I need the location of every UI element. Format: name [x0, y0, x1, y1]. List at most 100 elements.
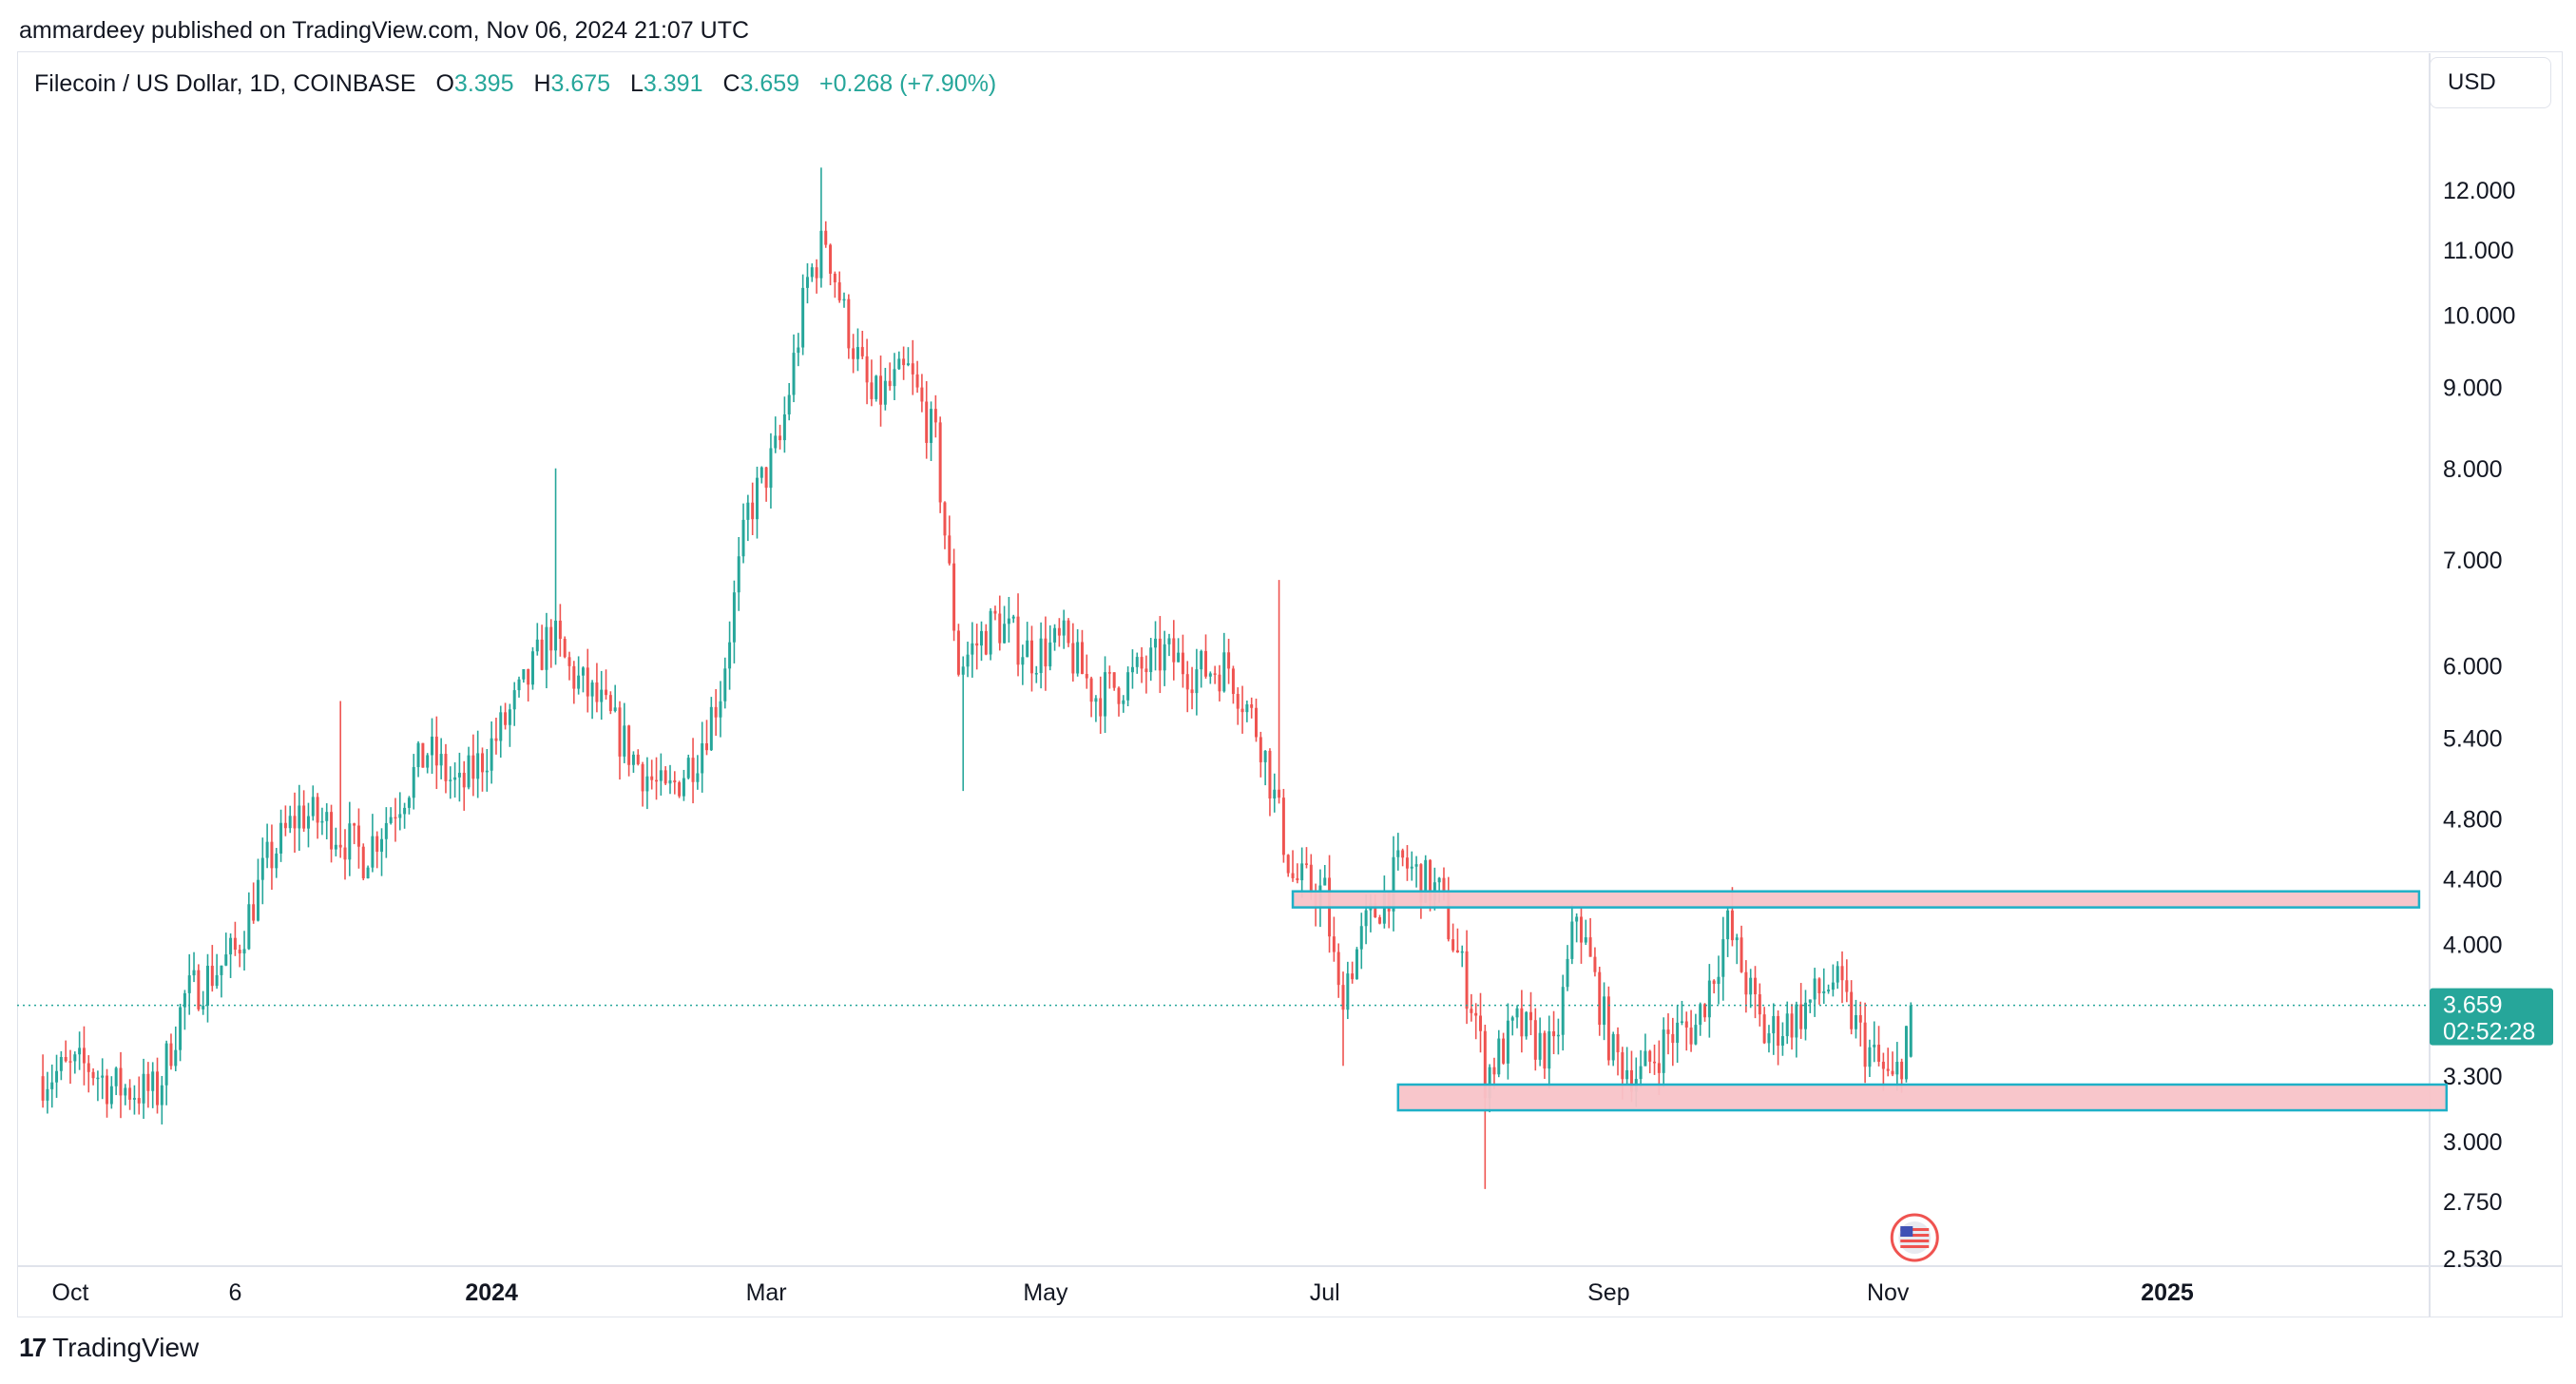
- countdown-text: 02:52:28: [2443, 1019, 2535, 1046]
- candle-body: [55, 1070, 59, 1083]
- candle-body: [164, 1043, 168, 1086]
- candle-body: [197, 970, 201, 1009]
- candle-body: [1034, 673, 1038, 675]
- y-tick-label: 6.000: [2443, 654, 2503, 681]
- candle-body: [73, 1054, 77, 1062]
- candle-body: [842, 298, 846, 301]
- candle-body: [792, 353, 796, 395]
- candle-body: [1740, 937, 1743, 972]
- candle-body: [192, 970, 196, 976]
- candle-body: [1827, 990, 1831, 991]
- zone-support[interactable]: [1396, 1083, 2449, 1112]
- currency-button[interactable]: USD: [2430, 57, 2551, 108]
- candle-body: [59, 1057, 63, 1071]
- open-label: O: [435, 70, 454, 97]
- candle-body: [183, 992, 186, 1008]
- candle-body: [755, 477, 759, 520]
- candle-body: [1240, 708, 1244, 713]
- candle-body: [1346, 973, 1350, 1010]
- candle-body: [1515, 1008, 1519, 1018]
- candle-body: [325, 812, 329, 821]
- candle-body: [631, 754, 635, 765]
- y-tick-label: 3.000: [2443, 1129, 2503, 1156]
- candle-body: [1648, 1050, 1652, 1062]
- candle-body: [980, 630, 983, 646]
- candle-body: [627, 725, 631, 765]
- candle-body: [805, 277, 809, 288]
- symbol-title[interactable]: Filecoin / US Dollar, 1D, COINBASE: [34, 70, 416, 97]
- candle-body: [920, 387, 924, 402]
- close-value: 3.659: [740, 70, 800, 97]
- candle-body: [174, 1049, 178, 1067]
- candle-body: [210, 966, 214, 987]
- candle-body: [1080, 642, 1084, 674]
- candle-body: [943, 502, 947, 536]
- candle-body: [494, 738, 498, 741]
- candle-body: [260, 857, 264, 880]
- candle-body: [1255, 707, 1258, 738]
- candle-body: [787, 394, 791, 414]
- y-tick-label: 8.000: [2443, 456, 2503, 483]
- candle-body: [504, 712, 508, 725]
- candle-body: [1767, 1033, 1771, 1044]
- candle-body: [1886, 1068, 1890, 1071]
- candle-body: [91, 1071, 95, 1079]
- candle-body: [540, 639, 544, 670]
- tradingview-logo[interactable]: 17 TradingView: [19, 1333, 199, 1363]
- candle-body: [930, 409, 933, 443]
- candle-body: [146, 1073, 150, 1091]
- candle-body: [1304, 863, 1308, 865]
- candle-body: [751, 502, 755, 520]
- candle-body: [659, 770, 663, 781]
- candle-body: [948, 535, 952, 564]
- candle-body: [338, 844, 342, 848]
- candle-body: [233, 937, 237, 951]
- candle-body: [156, 1071, 160, 1105]
- candle-body: [554, 620, 558, 651]
- candle-body: [998, 613, 1002, 644]
- candle-body: [453, 777, 457, 780]
- candle-body: [1442, 877, 1446, 893]
- candle-body: [109, 1086, 113, 1105]
- y-tick-label: 4.000: [2443, 932, 2503, 958]
- candle-body: [238, 950, 241, 954]
- zone-resistance[interactable]: [1291, 890, 2421, 909]
- candle-body: [782, 413, 786, 441]
- candle-body: [1332, 936, 1336, 952]
- candle-body: [389, 817, 393, 823]
- candle-body: [64, 1057, 67, 1062]
- candle-body: [1900, 1061, 1904, 1080]
- candle-body: [444, 754, 448, 781]
- x-tick-label: Jul: [1310, 1279, 1340, 1306]
- candle-body: [1909, 1005, 1913, 1057]
- candle-body: [769, 448, 773, 489]
- candle-body: [449, 779, 452, 781]
- candle-body: [668, 779, 672, 784]
- candle-body: [132, 1098, 136, 1100]
- candle-body: [434, 736, 438, 766]
- candle-body: [1135, 657, 1139, 667]
- change-value: +0.268 (+7.90%): [819, 70, 997, 97]
- candle-body: [971, 643, 974, 655]
- candle-body: [875, 375, 878, 399]
- candle-body: [1712, 980, 1716, 985]
- candle-body: [1286, 855, 1290, 874]
- candle-body: [380, 838, 384, 853]
- candle-body: [1606, 996, 1610, 1061]
- candle-body: [1154, 638, 1158, 648]
- candle-body: [1130, 666, 1134, 673]
- candle-body: [1236, 694, 1240, 709]
- candle-body: [1378, 917, 1382, 924]
- y-tick-label: 4.400: [2443, 866, 2503, 893]
- candle-body: [1483, 1030, 1487, 1099]
- candle-body: [1616, 1033, 1620, 1053]
- candle-body: [686, 758, 690, 778]
- candle-body: [1543, 1032, 1547, 1069]
- candle-body: [1603, 996, 1606, 1026]
- candle-body: [1374, 903, 1377, 918]
- candle-body: [114, 1067, 118, 1086]
- candle-body: [1758, 993, 1761, 1015]
- candle-body: [1629, 1069, 1633, 1092]
- candle-body: [797, 347, 800, 354]
